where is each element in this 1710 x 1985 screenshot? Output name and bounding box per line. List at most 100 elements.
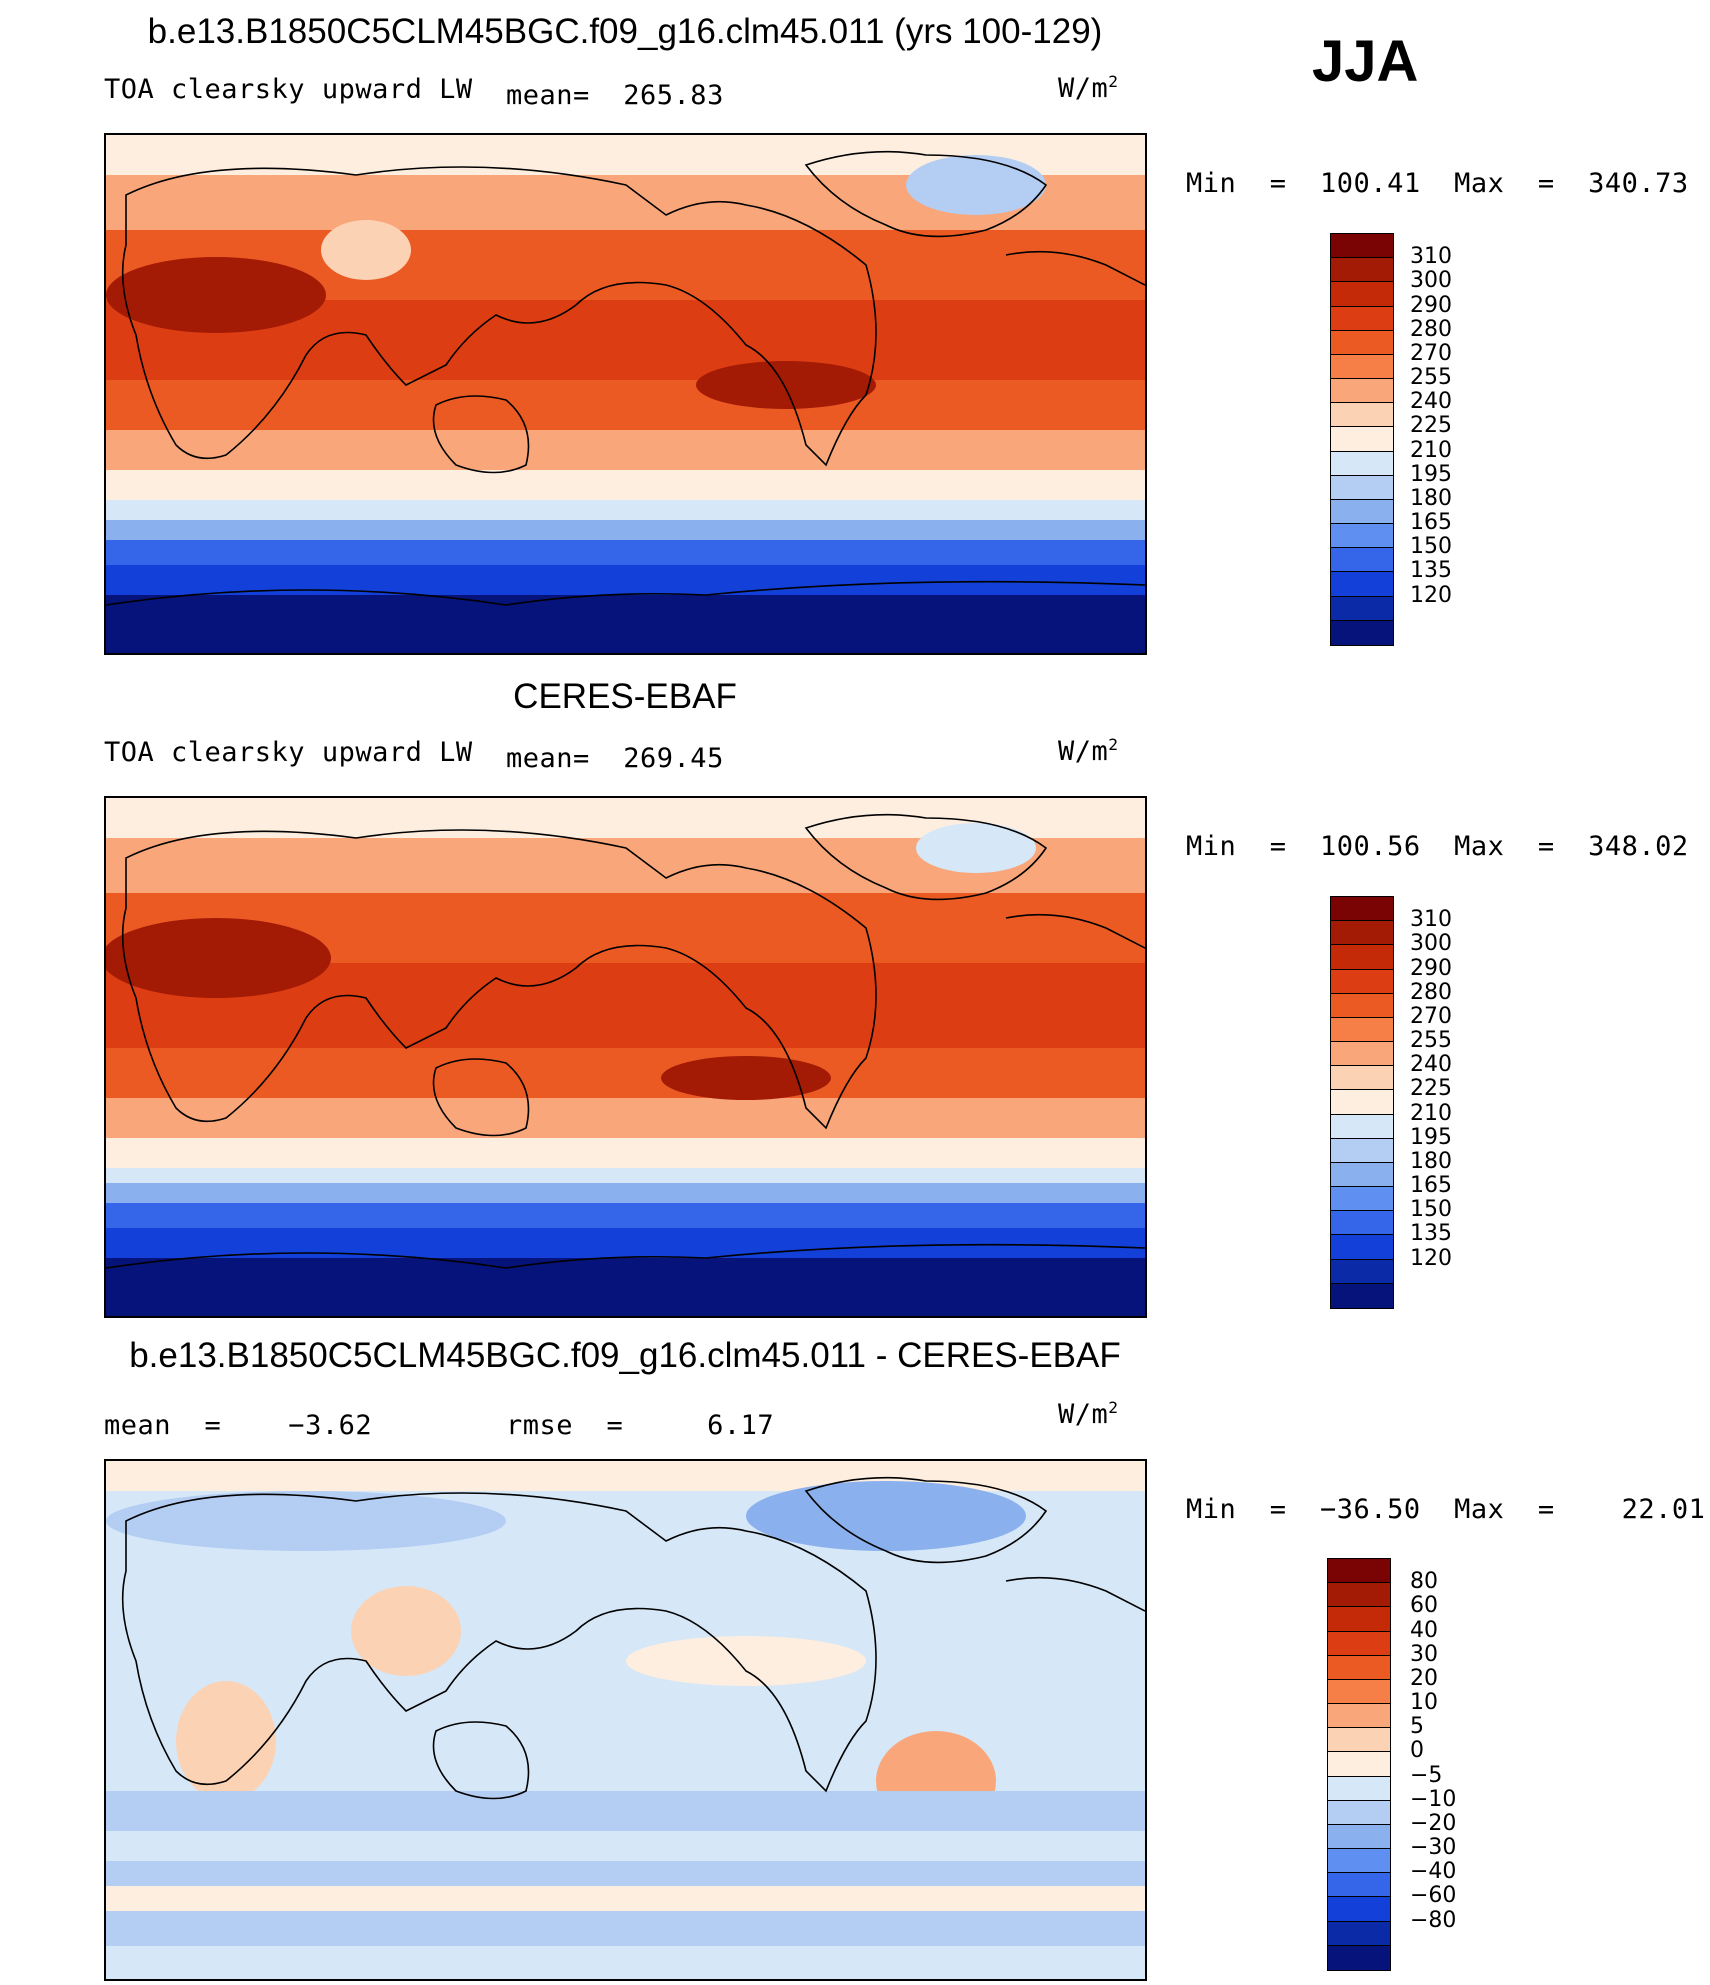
colorbar-tick-label: −20 (1410, 1810, 1457, 1836)
colorbar-swatch (1331, 969, 1393, 994)
colorbar-swatch (1328, 1704, 1390, 1729)
colorbar-tick-label: 210 (1410, 1100, 1452, 1126)
colorbar-tick-label: 150 (1410, 1197, 1452, 1223)
colorbar-swatch (1328, 1776, 1390, 1801)
colorbar-swatch (1331, 330, 1393, 355)
colorbar-tick-label: 60 (1410, 1593, 1438, 1619)
colorbar-swatch (1328, 1728, 1390, 1753)
colorbar-swatch (1331, 427, 1393, 452)
panel-1-minmax: Min = 100.41 Max = 340.73 (1186, 168, 1689, 199)
colorbar-swatch (1328, 1921, 1390, 1946)
colorbar-swatch (1328, 1655, 1390, 1680)
panel-2-colorbar (1330, 896, 1394, 1309)
colorbar-tick-label: 0 (1410, 1738, 1424, 1764)
colorbar-swatch (1331, 1259, 1393, 1284)
colorbar-swatch (1331, 1162, 1393, 1188)
colorbar-tick-label: 290 (1410, 292, 1452, 318)
colorbar-swatch (1331, 499, 1393, 525)
colorbar-swatch (1331, 451, 1393, 476)
panel-1-variable-label: TOA clearsky upward LW (104, 74, 473, 105)
colorbar-tick-label: 135 (1410, 558, 1452, 584)
colorbar-tick-label: 10 (1410, 1690, 1438, 1716)
colorbar-swatch (1331, 897, 1393, 922)
colorbar-swatch (1331, 524, 1393, 549)
panel-2-colorbar-labels: 310 300 290 280 270 255 240 225 210 195 180 165 150 1… (1410, 896, 1530, 1309)
colorbar-tick-label: 180 (1410, 485, 1452, 511)
colorbar-tick-label: 270 (1410, 1003, 1452, 1029)
colorbar-tick-label: 280 (1410, 979, 1452, 1005)
colorbar-swatch (1331, 282, 1393, 307)
colorbar-tick-label: 120 (1410, 582, 1452, 608)
colorbar-swatch (1331, 1138, 1393, 1163)
colorbar-swatch (1331, 572, 1393, 597)
colorbar-swatch (1331, 354, 1393, 380)
colorbar-swatch (1328, 1559, 1390, 1584)
colorbar-swatch (1328, 1897, 1390, 1922)
colorbar-swatch (1331, 258, 1393, 283)
panel-3-colorbar-labels: 80 60 40 30 20 10 5 0 −5 −10 −20 −30 −40 −60 −80 (1410, 1558, 1530, 1971)
colorbar-swatch (1331, 993, 1393, 1018)
colorbar-tick-label: 270 (1410, 340, 1452, 366)
colorbar-swatch (1328, 1631, 1390, 1656)
colorbar-swatch (1331, 921, 1393, 946)
colorbar-tick-label: 195 (1410, 461, 1452, 487)
colorbar-swatch (1328, 1824, 1390, 1850)
colorbar-tick-label: 80 (1410, 1569, 1438, 1595)
colorbar-tick-label: −80 (1410, 1907, 1457, 1933)
colorbar-tick-label: 310 (1410, 244, 1452, 270)
colorbar-swatch (1331, 1017, 1393, 1043)
colorbar-tick-label: 180 (1410, 1148, 1452, 1174)
colorbar-tick-label: 225 (1410, 1076, 1452, 1102)
colorbar-tick-label: 255 (1410, 1028, 1452, 1054)
colorbar-swatch (1331, 1042, 1393, 1067)
colorbar-swatch (1331, 945, 1393, 970)
colorbar-swatch (1331, 379, 1393, 404)
colorbar-tick-label: 210 (1410, 437, 1452, 463)
colorbar-swatch (1331, 1066, 1393, 1091)
colorbar-swatch (1328, 1752, 1390, 1777)
colorbar-swatch (1328, 1849, 1390, 1874)
colorbar-tick-label: 40 (1410, 1617, 1438, 1643)
season-label: JJA (1312, 29, 1419, 94)
colorbar-swatch (1331, 234, 1393, 259)
colorbar-tick-label: −40 (1410, 1859, 1457, 1885)
colorbar-tick-label: −10 (1410, 1786, 1457, 1812)
panel-2-variable-label: TOA clearsky upward LW (104, 737, 473, 768)
panel-2-map-field (106, 798, 1145, 1316)
colorbar-swatch (1328, 1945, 1390, 1970)
colorbar-tick-label: 240 (1410, 1052, 1452, 1078)
colorbar-tick-label: 5 (1410, 1714, 1424, 1740)
panel-1-mean-label: mean= 265.83 (506, 80, 724, 111)
colorbar-tick-label: 20 (1410, 1665, 1438, 1691)
panel-1-title: b.e13.B1850C5CLM45BGC.f09_g16.clm45.011 … (147, 12, 1103, 51)
colorbar-swatch (1331, 620, 1393, 645)
colorbar-swatch (1331, 1090, 1393, 1115)
colorbar-swatch (1331, 548, 1393, 573)
panel-1-map-field (106, 135, 1145, 653)
colorbar-tick-label: 300 (1410, 931, 1452, 957)
colorbar-tick-label: 310 (1410, 907, 1452, 933)
panel-2-units: W/m2 (1058, 735, 1119, 767)
colorbar-swatch (1331, 1114, 1393, 1139)
panel-2-map (104, 796, 1147, 1318)
panel-3-map-field (106, 1461, 1145, 1979)
colorbar-tick-label: 255 (1410, 365, 1452, 391)
colorbar-tick-label: 280 (1410, 316, 1452, 342)
colorbar-tick-label: 120 (1410, 1245, 1452, 1271)
colorbar-tick-label: 300 (1410, 268, 1452, 294)
panel-3-rmse-label: rmse = 6.17 (506, 1410, 775, 1441)
panel-3-minmax: Min = −36.50 Max = 22.01 (1186, 1494, 1706, 1525)
colorbar-tick-label: 225 (1410, 413, 1452, 439)
colorbar-tick-label: 135 (1410, 1221, 1452, 1247)
panel-1-units: W/m2 (1058, 72, 1119, 104)
colorbar-swatch (1331, 1235, 1393, 1260)
colorbar-swatch (1328, 1583, 1390, 1608)
panel-2-minmax: Min = 100.56 Max = 348.02 (1186, 831, 1689, 862)
colorbar-tick-label: 240 (1410, 389, 1452, 415)
panel-2-mean-label: mean= 269.45 (506, 743, 724, 774)
colorbar-tick-label: 165 (1410, 510, 1452, 536)
colorbar-swatch (1331, 1211, 1393, 1236)
colorbar-swatch (1328, 1607, 1390, 1632)
panel-1-map (104, 133, 1147, 655)
panel-3-units: W/m2 (1058, 1398, 1119, 1430)
